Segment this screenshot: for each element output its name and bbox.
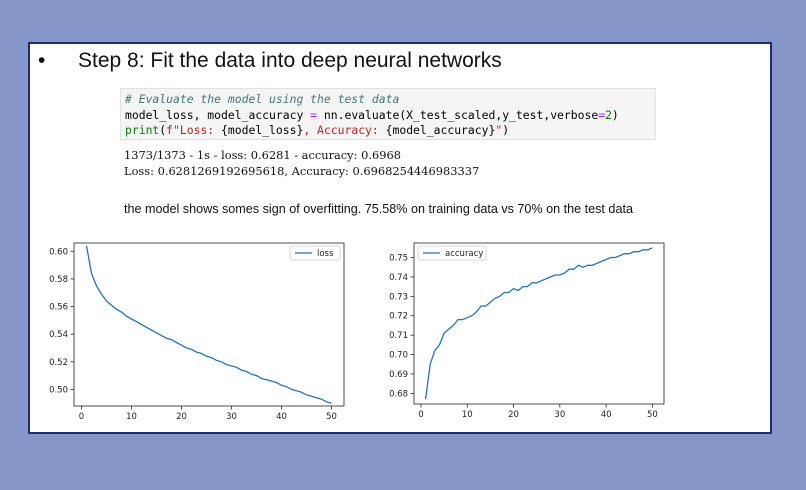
code-token: nn.evaluate(X_test_scaled,y_test,verbose [317, 107, 599, 122]
code-token: ) [611, 107, 619, 122]
y-tick-label: 0.60 [49, 247, 68, 257]
y-tick-label: 0.68 [389, 389, 408, 399]
code-line: # Evaluate the model using the test data [125, 92, 651, 108]
code-token: print [125, 123, 160, 137]
code-token: {model_accuracy} [385, 123, 496, 137]
output-line: Loss: 0.6281269192695618, Accuracy: 0.69… [124, 163, 480, 178]
y-tick-label: 0.58 [49, 275, 68, 285]
accuracy-chart: 0 10 20 30 40 50 0.68 0.69 0.70 0.71 0.72 0.73 0.74 0… [389, 242, 665, 420]
y-tick-label: 0.52 [49, 358, 68, 368]
x-tick-label: 0 [418, 410, 423, 420]
legend-box [289, 245, 341, 261]
code-token: 2 [605, 107, 612, 122]
slide-heading: • Step 8: Fit the data into deep neural n… [38, 49, 502, 73]
legend-label: loss [317, 249, 334, 259]
code-token: ( [159, 123, 167, 137]
legend-box [417, 245, 487, 261]
x-tick-label: 20 [176, 412, 187, 422]
code-token: {model_loss} [221, 123, 304, 137]
series-line-loss [85, 245, 332, 404]
code-line: model_loss, model_accuracy = nn.evaluate… [125, 108, 651, 124]
loss-chart: 0 10 20 30 40 50 0.50 0.52 0.54 0.56 0.58 0.60 loss [49, 242, 345, 422]
x-tick-label: 30 [554, 410, 565, 420]
x-tick-label: 20 [508, 410, 519, 420]
x-tick-label: 40 [601, 410, 612, 420]
x-tick-label: 50 [326, 412, 337, 422]
code-token: = [598, 107, 606, 122]
y-tick-label: 0.75 [389, 254, 408, 264]
code-token: model_loss, model_accuracy [125, 107, 311, 122]
cell-output: 1373/1373 - 1s - loss: 0.6281 - accuracy… [124, 148, 479, 179]
slide-frame: • Step 8: Fit the data into deep neural n… [28, 42, 772, 434]
plot-frame [73, 242, 345, 407]
code-cell: # Evaluate the model using the test data… [120, 88, 656, 140]
code-token: f"Loss: [166, 123, 222, 137]
output-line: 1373/1373 - 1s - loss: 0.6281 - accuracy… [124, 148, 401, 162]
x-tick-label: 50 [647, 410, 658, 420]
series-line-accuracy [424, 247, 653, 400]
x-tick-label: 0 [79, 412, 84, 422]
x-tick-label: 30 [226, 412, 237, 422]
x-tick-label: 10 [462, 410, 473, 420]
y-tick-label: 0.54 [49, 330, 68, 340]
code-token: = [310, 107, 318, 122]
code-token: # Evaluate the model using the test data [125, 92, 400, 106]
y-tick-label: 0.70 [389, 351, 408, 361]
overfitting-note: the model shows somes sign of overfittin… [124, 202, 633, 216]
y-tick-label: 0.50 [49, 385, 68, 395]
x-tick-label: 40 [276, 412, 287, 422]
code-token: ) [502, 123, 510, 137]
y-tick-label: 0.69 [389, 370, 408, 380]
y-tick-label: 0.71 [389, 331, 408, 341]
code-token: , Accuracy: [303, 123, 386, 137]
code-line: print(f"Loss: {model_loss}, Accuracy: {m… [125, 123, 651, 139]
y-tick-label: 0.73 [389, 292, 408, 302]
y-tick-label: 0.72 [389, 312, 408, 322]
legend-label: accuracy [445, 249, 483, 259]
code-token: " [495, 123, 503, 137]
y-tick-label: 0.74 [389, 273, 408, 283]
bullet-marker: • [38, 49, 46, 72]
y-tick-label: 0.56 [49, 303, 68, 313]
heading-text: Step 8: Fit the data into deep neural ne… [78, 49, 502, 72]
plot-frame [413, 242, 665, 405]
x-tick-label: 10 [126, 412, 137, 422]
